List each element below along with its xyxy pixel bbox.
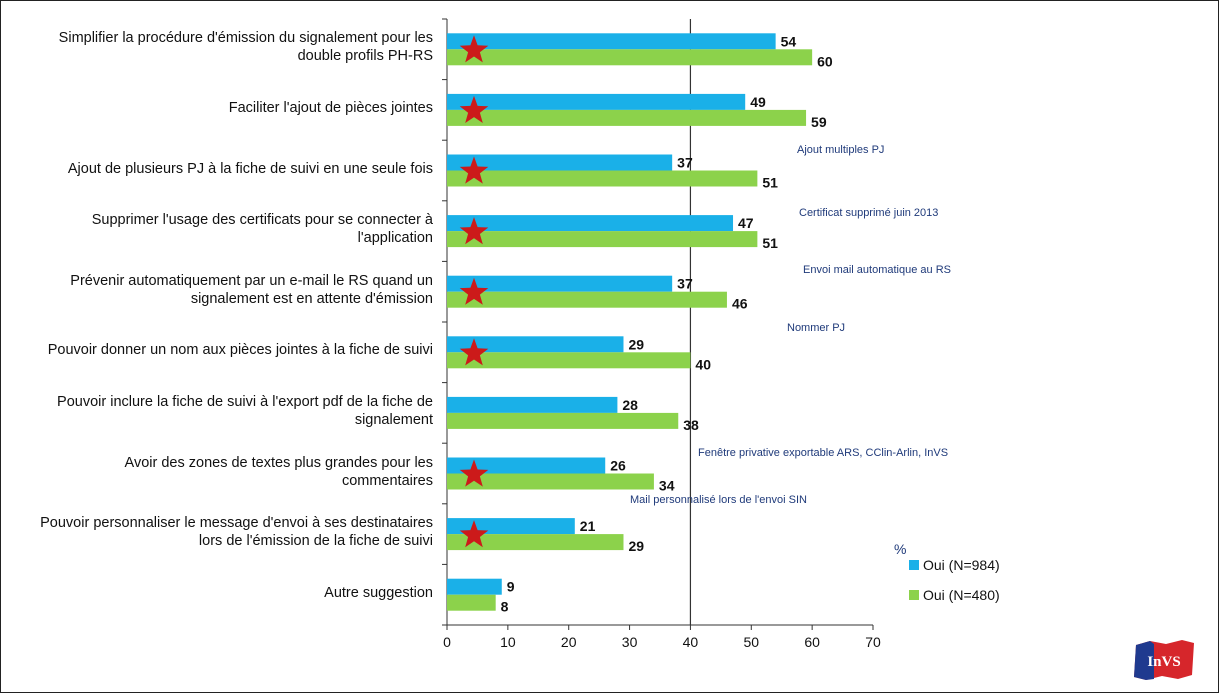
bar-series2: [447, 352, 691, 369]
bar-value-label: 51: [762, 175, 778, 191]
annotation-label: Mail personnalisé lors de l'envoi SIN: [630, 494, 807, 506]
bar-series2: [447, 534, 624, 551]
category-label-line: Simplifier la procédure d'émission du si…: [58, 30, 433, 47]
bar-value-label: 54: [781, 33, 797, 49]
bar-series2: [447, 49, 813, 66]
x-tick-label: 50: [743, 634, 759, 650]
annotation-label: Fenêtre privative exportable ARS, CClin-…: [698, 447, 948, 459]
category-label: Pouvoir donner un nom aux pièces jointes…: [1, 341, 433, 359]
category-label-line: Avoir des zones de textes plus grandes p…: [124, 454, 433, 471]
bar-value-label: 59: [811, 114, 827, 130]
bar-value-label: 37: [677, 155, 693, 171]
star-icon: [459, 277, 489, 305]
legend-label-series2: Oui (N=480): [923, 587, 1000, 603]
category-label-line: lors de l'émission de la fiche de suivi: [198, 533, 433, 550]
logo-text: InVS: [1147, 654, 1180, 670]
x-tick-label: 30: [622, 634, 638, 650]
bar-series1: [447, 396, 618, 413]
star-icon: [459, 156, 489, 184]
star-icon: [459, 95, 489, 123]
star-icon: [459, 459, 489, 487]
bar-value-label: 34: [659, 478, 675, 494]
bar-value-label: 21: [580, 518, 596, 534]
category-label: Faciliter l'ajout de pièces jointes: [1, 99, 433, 117]
bar-value-label: 38: [683, 417, 699, 433]
category-label-line: signalement est en attente d'émission: [190, 290, 433, 307]
bar-value-label: 46: [732, 296, 748, 312]
category-label-line: double profils PH-RS: [297, 48, 433, 65]
category-label: Prévenir automatiquement par un e-mail l…: [1, 272, 433, 308]
bar-series1: [447, 93, 746, 110]
bar-value-label: 60: [817, 53, 833, 69]
star-icon: [459, 217, 489, 245]
x-tick-label: 60: [804, 634, 820, 650]
bar-series1: [447, 275, 673, 292]
legend-swatch-series1: [909, 560, 919, 570]
legend-label-series1: Oui (N=984): [923, 557, 1000, 573]
bar-series2: [447, 473, 654, 490]
invs-logo: InVS: [1134, 640, 1194, 680]
annotation-label: Envoi mail automatique au RS: [803, 264, 951, 276]
category-label: Avoir des zones de textes plus grandes p…: [1, 454, 433, 490]
x-tick-label: 20: [561, 634, 577, 650]
legend-swatch-series2: [909, 590, 919, 600]
category-label-line: Prévenir automatiquement par un e-mail l…: [70, 272, 433, 289]
category-label: Simplifier la procédure d'émission du si…: [1, 29, 433, 65]
annotation-label: Certificat supprimé juin 2013: [799, 207, 938, 219]
x-tick-label: 10: [500, 634, 516, 650]
bar-value-label: 37: [677, 276, 693, 292]
category-label-line: Supprimer l'usage des certificats pour s…: [91, 212, 433, 229]
bar-value-label: 28: [622, 397, 638, 413]
star-icon: [459, 520, 489, 548]
bar-series1: [447, 154, 673, 171]
category-label: Pouvoir personnaliser le message d'envoi…: [1, 514, 433, 550]
annotation-label: Nommer PJ: [787, 322, 845, 334]
bar-value-label: 8: [501, 599, 509, 615]
category-label-line: Pouvoir personnaliser le message d'envoi…: [40, 515, 433, 532]
bar-value-label: 26: [610, 458, 626, 474]
bar-series1: [447, 578, 502, 595]
bar-series2: [447, 231, 758, 248]
category-label: Autre suggestion: [1, 584, 433, 602]
bar-series2: [447, 412, 679, 429]
annotation-label: Ajout multiples PJ: [797, 144, 884, 156]
x-tick-label: 40: [683, 634, 699, 650]
star-icon: [459, 338, 489, 366]
bar-series1: [447, 457, 606, 474]
bar-series2: [447, 170, 758, 187]
bar-series1: [447, 336, 624, 353]
category-label-line: l'application: [357, 230, 433, 247]
bar-value-label: 29: [628, 336, 644, 352]
bar-series2: [447, 109, 807, 126]
category-label: Pouvoir inclure la fiche de suivi à l'ex…: [1, 393, 433, 429]
x-tick-label: 70: [865, 634, 881, 650]
category-label: Supprimer l'usage des certificats pour s…: [1, 211, 433, 247]
bar-value-label: 40: [695, 356, 711, 372]
category-label-line: signalement: [354, 411, 433, 428]
bar-series2: [447, 291, 727, 308]
bar-series2: [447, 594, 496, 611]
bar-value-label: 49: [750, 94, 766, 110]
category-label-line: Pouvoir inclure la fiche de suivi à l'ex…: [57, 393, 433, 410]
bar-value-label: 47: [738, 215, 754, 231]
category-label: Ajout de plusieurs PJ à la fiche de suiv…: [1, 160, 433, 178]
category-label-line: Faciliter l'ajout de pièces jointes: [228, 99, 433, 116]
star-icon: [459, 35, 489, 63]
x-tick-label: 0: [443, 634, 451, 650]
bar-value-label: 9: [507, 579, 515, 595]
bar-value-label: 29: [628, 538, 644, 554]
category-label-line: Autre suggestion: [324, 584, 433, 601]
bar-value-label: 51: [762, 235, 778, 251]
category-label-line: commentaires: [341, 472, 433, 489]
bar-series1: [447, 215, 734, 232]
category-label-line: Pouvoir donner un nom aux pièces jointes…: [47, 342, 433, 359]
legend-title: %: [894, 541, 906, 557]
bar-series1: [447, 518, 575, 535]
category-label-line: Ajout de plusieurs PJ à la fiche de suiv…: [67, 160, 433, 177]
bar-series1: [447, 33, 776, 50]
